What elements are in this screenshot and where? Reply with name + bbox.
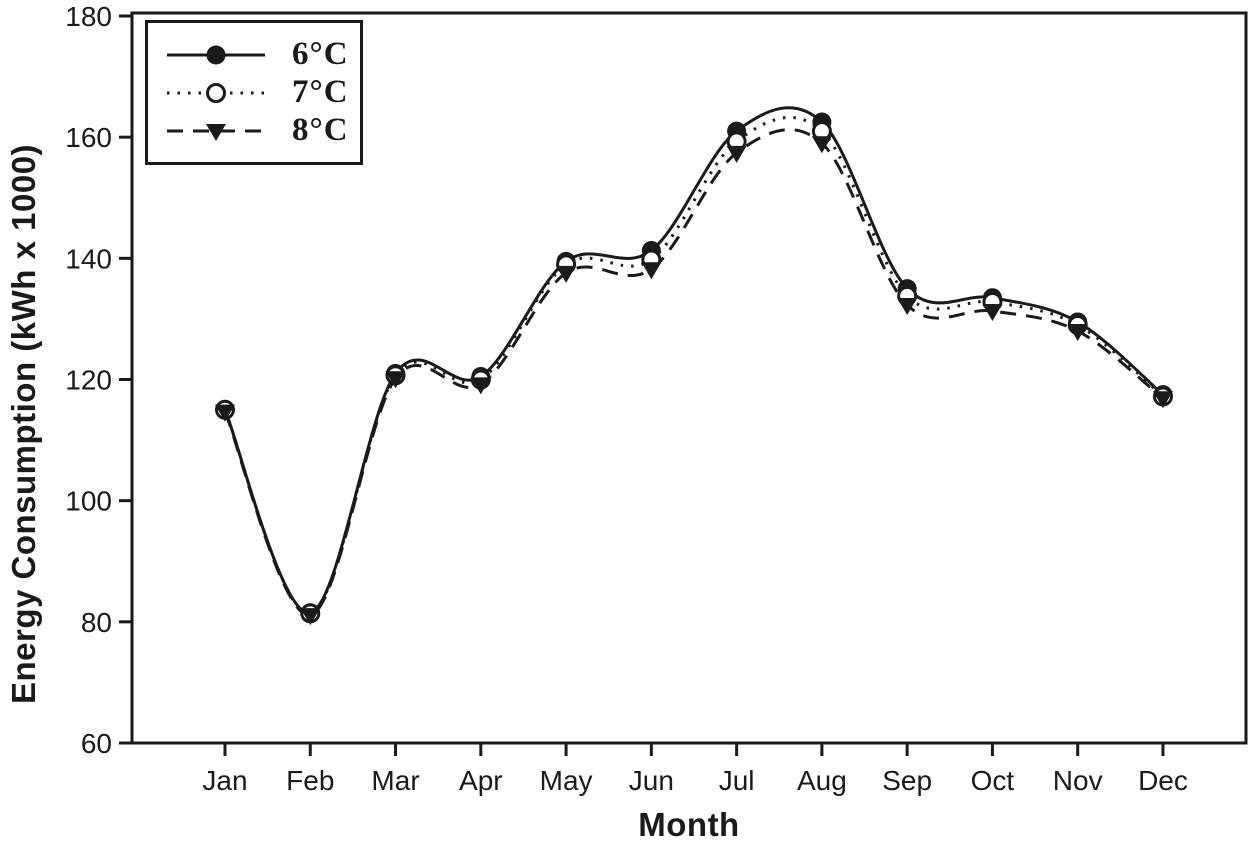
series-line-2 xyxy=(223,128,1164,617)
data-point-marker-2 xyxy=(897,297,918,315)
legend-item: 7°C xyxy=(148,74,360,112)
x-tick-label: Jun xyxy=(629,765,674,796)
y-tick-label: 140 xyxy=(65,243,112,274)
y-tick-label: 180 xyxy=(65,1,112,32)
y-tick-label: 100 xyxy=(65,486,112,517)
x-tick-label: Mar xyxy=(371,765,419,796)
data-point-marker-2 xyxy=(215,404,235,422)
data-point-marker-2 xyxy=(1152,391,1173,409)
legend-item: 8°C xyxy=(148,112,360,150)
legend-label: 7°C xyxy=(292,74,349,110)
data-point-marker-2 xyxy=(982,304,1003,322)
x-tick-label: Sep xyxy=(882,765,932,796)
data-point-marker-2 xyxy=(726,145,747,163)
y-axis-title: Energy Consumption (kWh x 1000) xyxy=(5,143,42,705)
x-tick-label: Apr xyxy=(459,765,503,796)
y-tick-label: 160 xyxy=(65,122,112,153)
data-point-marker-2 xyxy=(811,136,832,154)
legend-sample-dotted-open-circle-icon xyxy=(167,82,265,103)
x-axis-title: Month xyxy=(638,806,740,843)
data-point-marker-2 xyxy=(1067,324,1088,342)
x-tick-label: Jul xyxy=(719,765,755,796)
y-tick-label: 120 xyxy=(65,365,112,396)
legend-sample-dashed-triangle-icon xyxy=(167,123,265,141)
data-point-marker-2 xyxy=(470,377,491,395)
data-point-marker-2 xyxy=(300,608,321,626)
x-tick-label: Dec xyxy=(1138,765,1188,796)
legend-sample-solid-filled-circle-icon xyxy=(167,45,265,64)
x-tick-label: Oct xyxy=(971,765,1015,796)
y-tick-label: 60 xyxy=(81,728,112,759)
data-point-marker-2 xyxy=(385,371,406,389)
legend-label: 8°C xyxy=(292,112,349,148)
data-point-marker-2 xyxy=(641,262,662,280)
series-line-0 xyxy=(223,106,1164,615)
legend-label: 6°C xyxy=(292,36,349,72)
x-tick-label: Aug xyxy=(797,765,847,796)
x-tick-label: Nov xyxy=(1053,765,1103,796)
x-tick-label: Jan xyxy=(202,765,247,796)
legend-item: 6°C xyxy=(148,36,360,74)
x-tick-label: May xyxy=(540,765,593,796)
data-point-marker-2 xyxy=(556,265,577,283)
legend-sample-part xyxy=(206,123,226,141)
legend: 6°C 7°C 8°C xyxy=(145,20,363,165)
y-tick-label: 80 xyxy=(81,607,112,638)
x-tick-label: Feb xyxy=(286,765,334,796)
legend-sample-part xyxy=(206,45,226,64)
legend-sample-part xyxy=(206,82,226,103)
